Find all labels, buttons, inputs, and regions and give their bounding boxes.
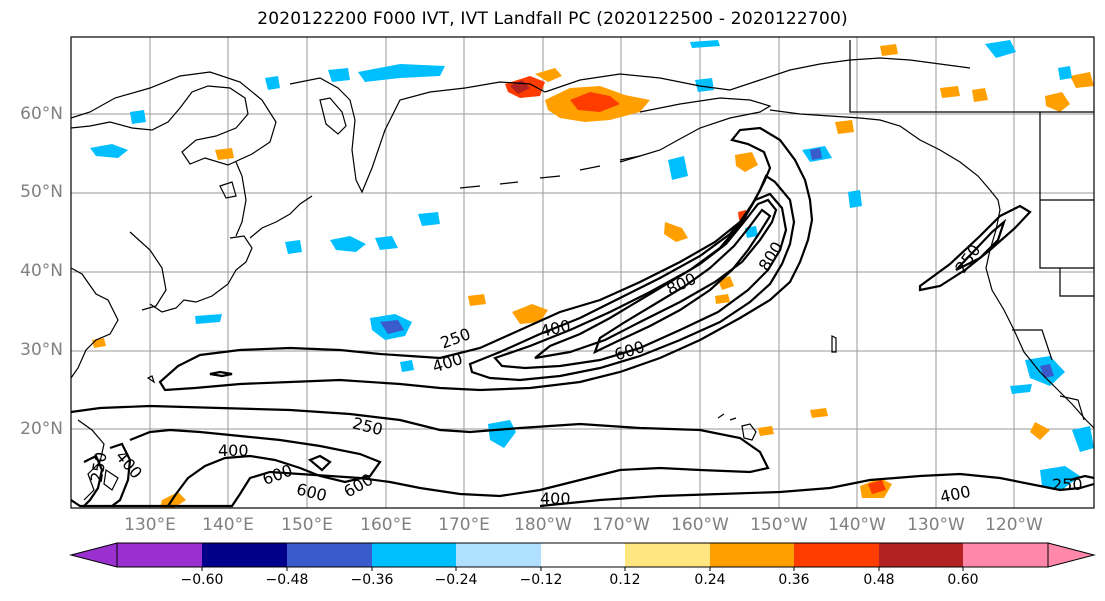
contour-label: 250 [87,450,111,483]
colorbar-tick-label: −0.12 [519,572,563,588]
coastlines [70,40,1095,501]
colorbar-tick-label: −0.48 [265,572,309,588]
lon-label-170w: 170°W [592,515,650,535]
colorbar-tick-label: −0.24 [434,572,478,588]
map-frame [70,36,1095,509]
colorbar-tick-label: −0.36 [350,572,394,588]
lon-label-150w: 150°W [750,515,808,535]
lat-label-60n: 60°N [20,104,63,124]
lat-label-40n: 40°N [20,261,63,281]
ivt-contours [70,126,1095,508]
colorbar-tick-label: 0.60 [947,572,979,588]
contour-label: 250 [438,324,473,352]
contour-label: 250 [1052,475,1083,494]
lat-label-20n: 20°N [20,419,63,439]
colorbar-tick-label: 0.48 [863,572,895,588]
colorbar-tick-label: 0.12 [609,572,641,588]
lon-label-130w: 130°W [907,515,965,535]
contour-label: 600 [260,461,295,489]
lon-label-160w: 160°W [671,515,729,535]
contour-label: 400 [218,441,249,460]
lon-label-170e: 170°E [438,515,490,535]
lon-label-130e: 130°E [124,515,176,535]
colorbar-tick-label: 0.24 [694,572,726,588]
lon-label-140e: 140°E [202,515,254,535]
lat-label-30n: 30°N [20,340,63,360]
lat-label-50n: 50°N [20,182,63,202]
contour-label: 600 [295,479,329,505]
lon-label-150e: 150°E [281,515,333,535]
contour-label: 400 [938,482,972,507]
lon-label-160e: 160°E [360,515,412,535]
colorbar-tick-label: 0.36 [778,572,810,588]
contour-label: 400 [430,349,465,377]
map-title: 2020122200 F000 IVT, IVT Landfall PC (20… [257,9,848,29]
lon-label-180w: 180°W [514,515,572,535]
lon-label-120w: 120°W [985,515,1043,535]
lon-label-140w: 140°W [828,515,886,535]
pc-shading [90,40,1094,508]
colorbar-tick-label: −0.60 [180,572,224,588]
colorbar [69,542,1096,571]
contour-labels: 250 400 400 600 800 800 250 250 400 600 … [87,238,1083,508]
contour-label: 400 [540,489,571,508]
